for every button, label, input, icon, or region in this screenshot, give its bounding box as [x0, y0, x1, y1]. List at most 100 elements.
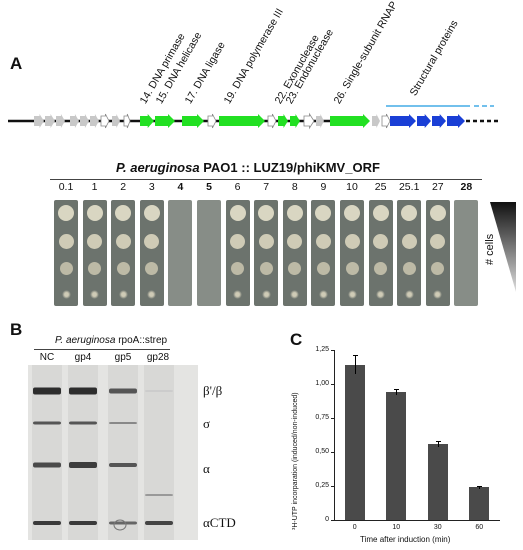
orf-label: 27: [431, 181, 444, 193]
cells-label: # cells: [484, 233, 496, 265]
chart-y-tick-label: 0,75: [315, 414, 329, 421]
chart-error-cap: [435, 441, 441, 443]
colony-spot: [431, 261, 445, 275]
gel-band: [69, 521, 97, 525]
chart-x-tick-label: 0: [352, 524, 357, 531]
chart-y-tick: [331, 350, 334, 351]
chart-bar: [344, 364, 365, 520]
gel-bubble: [113, 519, 127, 531]
gel-lane-label: gp5: [114, 352, 132, 363]
chart-error-bar: [479, 486, 481, 489]
gene-arrow: [45, 114, 55, 128]
orf-label: 10: [346, 181, 358, 193]
orf-label: 4: [177, 181, 184, 193]
chart-y-tick-label: 0,50: [315, 448, 329, 455]
gene-arrow: [155, 114, 175, 128]
colony-spot: [404, 289, 414, 299]
band-label-beta: β'/β: [203, 383, 223, 398]
plate-strip: [197, 200, 221, 306]
gene-arrow: [432, 114, 446, 128]
colony-spot: [145, 261, 159, 275]
chart-bar: [469, 487, 490, 520]
gene-arrow: [100, 113, 110, 129]
colony-spot: [59, 261, 73, 275]
plate-strip: [454, 200, 479, 306]
gene-arrow: [123, 113, 131, 129]
gene-arrow: [303, 112, 315, 130]
gene-arrow: [34, 114, 44, 128]
chart-x-axis: [334, 520, 500, 521]
colony-spot: [288, 261, 302, 275]
gene-arrow: [182, 114, 204, 128]
chart-bar: [386, 392, 407, 520]
gene-arrow: [90, 114, 99, 128]
chart-error-cap: [394, 389, 400, 391]
colony-spot: [88, 261, 102, 275]
orf-label: 7: [263, 181, 270, 193]
colony-spot: [376, 289, 386, 299]
gel-lane-label: NC: [39, 352, 55, 363]
colony-spot: [401, 233, 417, 249]
colony-spot: [258, 233, 274, 249]
colony-spot: [58, 205, 74, 221]
orf-label: 8: [291, 181, 298, 193]
colony-spot: [318, 289, 328, 299]
gene-arrow: [278, 114, 288, 128]
colony-spot: [290, 289, 300, 299]
plate-title-rest: PAO1 :: LUZ19/phiKMV_ORF: [199, 160, 380, 175]
colony-spot: [344, 205, 360, 221]
orf-label: 0.1: [58, 181, 74, 193]
gel-lane: [144, 365, 174, 540]
gene-arrow: [381, 113, 391, 129]
genome-map: [8, 105, 500, 130]
chart-y-tick: [331, 384, 334, 385]
colony-spot: [345, 261, 359, 275]
gel-band: [145, 390, 173, 392]
orf-label: 25.1: [398, 181, 420, 193]
gene-arrow: [207, 113, 217, 129]
colony-spot: [231, 261, 245, 275]
gel-band: [33, 387, 61, 395]
gel-title-species: P. aeruginosa: [55, 335, 116, 346]
colony-spot: [433, 289, 443, 299]
band-label-sigma: σ: [203, 416, 211, 431]
colony-spot: [147, 289, 157, 299]
orf-label: 28: [460, 181, 473, 193]
gene-arrow: [112, 114, 120, 128]
orf-label: 6: [234, 181, 241, 193]
gel-title: P. aeruginosa rpoA::strep: [55, 335, 167, 346]
colony-spot: [143, 205, 160, 221]
colony-spot: [86, 205, 103, 221]
gel-band: [33, 521, 61, 525]
chart-x-tick-label: 10: [392, 524, 401, 531]
chart-y-tick-label: 1,25: [315, 346, 329, 353]
chart-y-axis: [334, 350, 335, 520]
colony-spot: [316, 261, 330, 275]
gel-lane-label: gp28: [146, 352, 170, 363]
gene-arrow: [390, 114, 416, 128]
colony-spot: [287, 233, 303, 249]
gel-band: [109, 521, 137, 525]
chart-x-tick-label: 30: [433, 524, 442, 531]
chart-error-bar: [354, 355, 356, 375]
colony-spot: [374, 261, 388, 275]
plate-title: P. aeruginosa PAO1 :: LUZ19/phiKMV_ORF: [116, 160, 380, 175]
gel-band: [69, 387, 97, 395]
chart-ylabel: ³H-UTP incorparation (induced/non-induce…: [292, 392, 299, 530]
gel-lane-label: gp4: [74, 352, 92, 363]
gene-arrow: [290, 114, 300, 128]
colony-spot: [115, 205, 132, 221]
gene-arrow: [80, 114, 89, 128]
colony-spot: [372, 205, 389, 221]
orf-label: 5: [206, 181, 212, 193]
colony-spot: [286, 205, 303, 221]
orf-label: 9: [320, 181, 327, 193]
colony-spot: [430, 233, 446, 249]
chart-y-tick: [331, 486, 334, 487]
colony-spot: [116, 261, 130, 275]
colony-spot: [347, 289, 357, 299]
plate-strip: [168, 200, 193, 306]
plate-title-species: P. aeruginosa: [116, 160, 200, 175]
gene-arrow: [56, 114, 65, 128]
colony-spot: [258, 205, 275, 221]
